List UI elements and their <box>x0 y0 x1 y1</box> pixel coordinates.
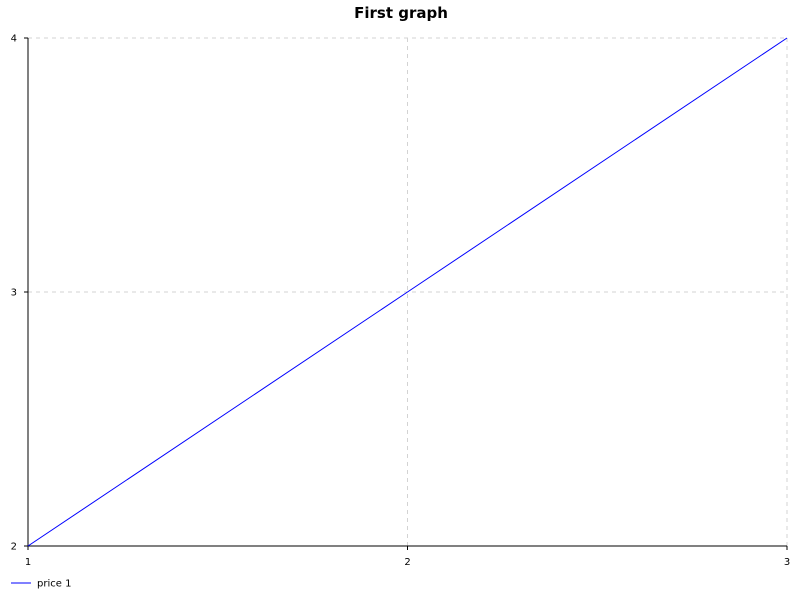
series-line <box>27 37 788 547</box>
chart-title: First graph <box>354 4 448 22</box>
y-tick-label: 4 <box>11 34 17 45</box>
x-tick-label: 2 <box>404 557 410 568</box>
x-tick-label: 1 <box>25 557 31 568</box>
y-tick-label: 2 <box>11 542 17 553</box>
series-layer <box>27 37 788 547</box>
legend: price 1 <box>11 579 71 590</box>
x-tick-label: 3 <box>784 557 790 568</box>
legend-label: price 1 <box>37 579 71 590</box>
y-tick-label: 3 <box>11 288 17 299</box>
